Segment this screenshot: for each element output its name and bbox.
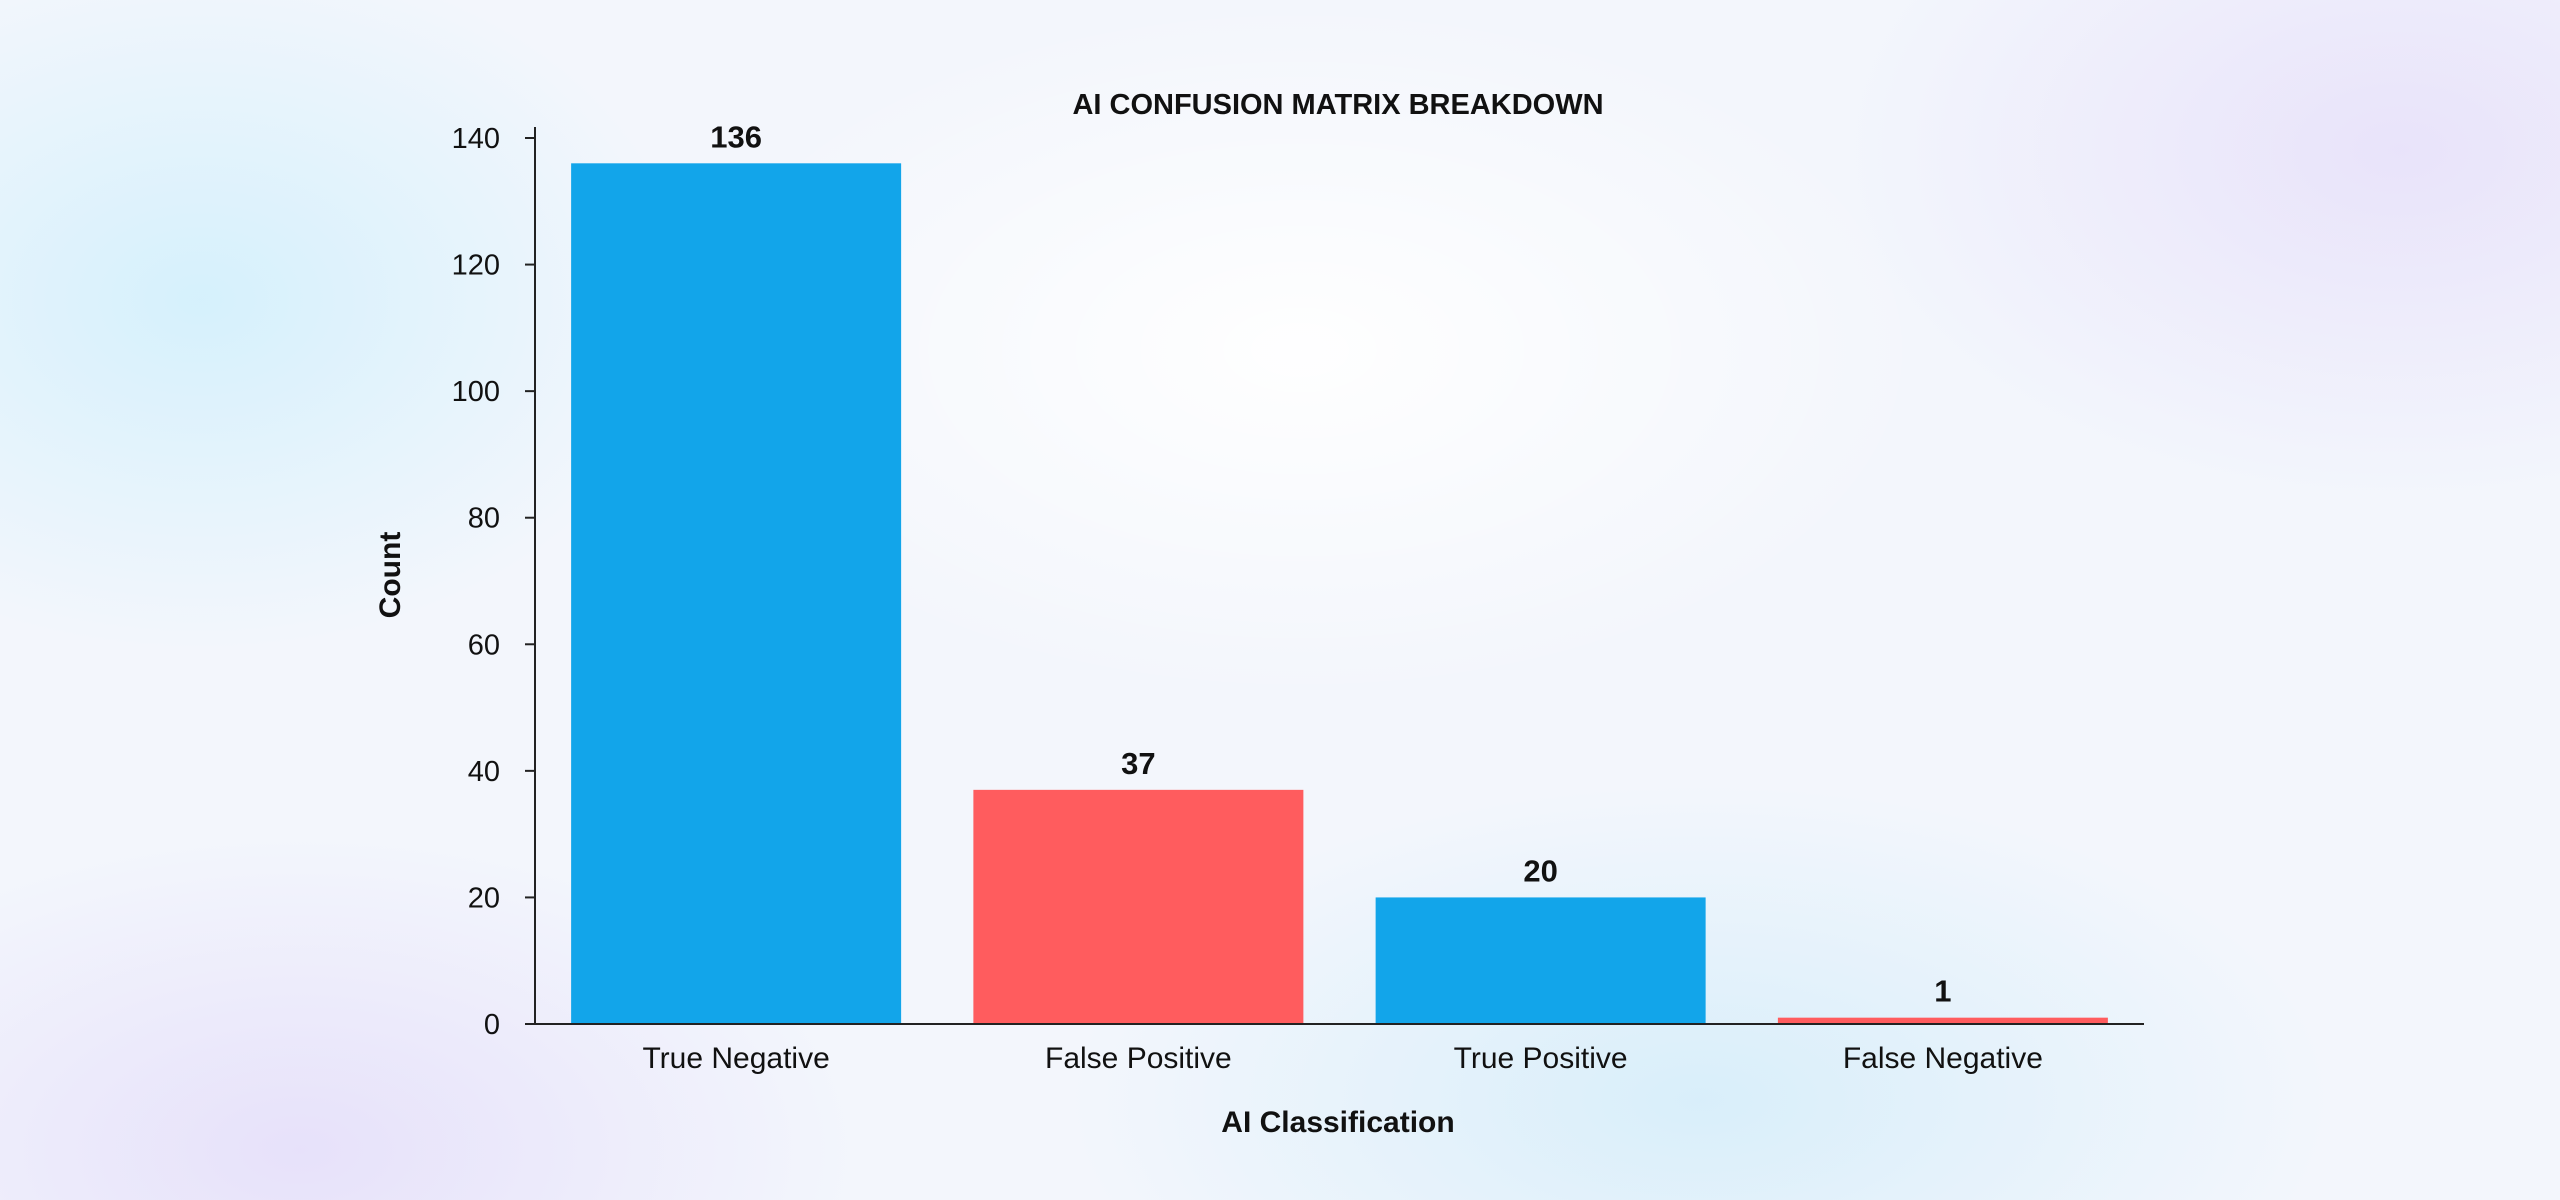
value-label: 37 <box>1121 746 1155 781</box>
bar-false-negative <box>1777 1017 2108 1024</box>
bar-false-positive <box>973 789 1304 1024</box>
x-tick-label: False Positive <box>1045 1042 1232 1075</box>
bar-true-negative <box>571 163 902 1025</box>
x-tick-label: False Negative <box>1843 1042 2043 1075</box>
y-axis-title: Count <box>374 532 407 619</box>
value-label: 20 <box>1523 853 1557 888</box>
bars <box>571 163 2108 1025</box>
y-tick-label: 140 <box>452 123 500 155</box>
y-tick-label: 80 <box>468 503 500 535</box>
y-tick-label: 120 <box>452 250 500 282</box>
y-tick-label: 0 <box>484 1009 500 1041</box>
x-axis-labels: True Negative False Positive True Positive… <box>642 1042 2042 1075</box>
value-label: 1 <box>1934 974 1951 1009</box>
x-tick-label: True Positive <box>1454 1042 1628 1075</box>
value-labels: 136 37 20 1 <box>710 119 1951 1008</box>
x-axis-title: AI Classification <box>1221 1106 1454 1139</box>
chart-title: AI CONFUSION MATRIX BREAKDOWN <box>1072 89 1603 121</box>
value-label: 136 <box>710 119 762 154</box>
y-tick-label: 40 <box>468 756 500 788</box>
y-tick-label: 60 <box>468 629 500 661</box>
y-axis-ticks: 0 20 40 60 80 100 120 140 <box>452 123 535 1041</box>
y-tick-label: 20 <box>468 882 500 914</box>
bar-true-positive <box>1375 897 1706 1024</box>
y-tick-label: 100 <box>452 376 500 408</box>
x-tick-label: True Negative <box>642 1042 829 1075</box>
